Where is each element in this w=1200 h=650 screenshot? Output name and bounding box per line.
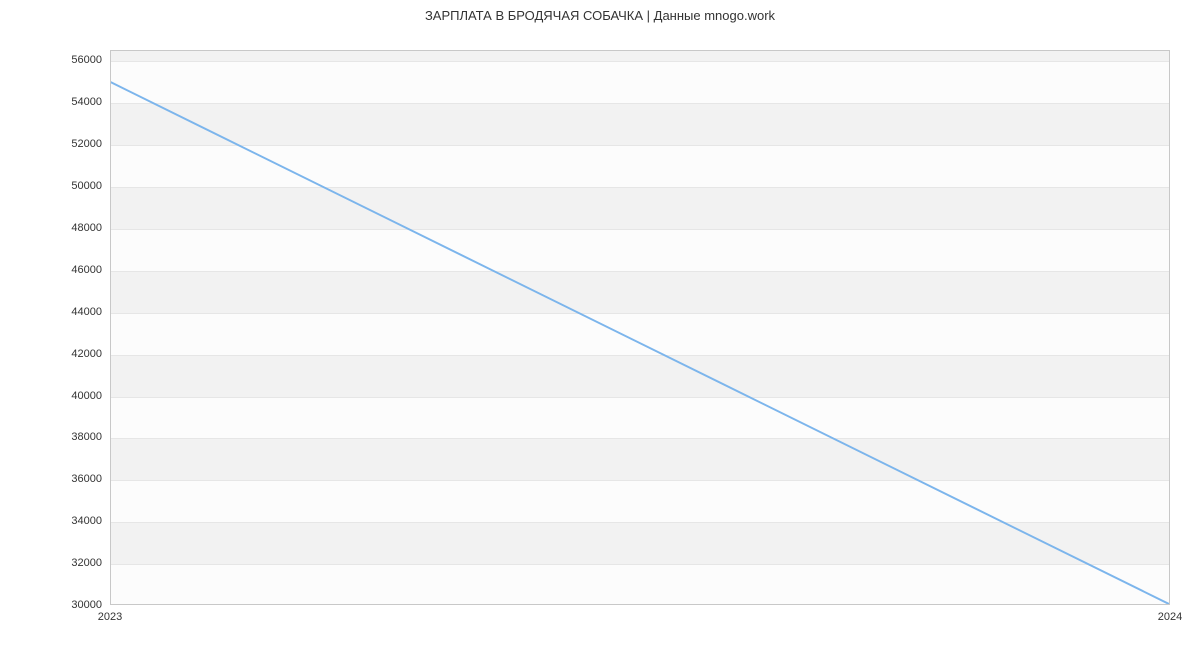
chart-title: ЗАРПЛАТА В БРОДЯЧАЯ СОБАЧКА | Данные mno… — [0, 8, 1200, 23]
y-tick-label: 56000 — [71, 54, 102, 66]
y-tick-label: 54000 — [71, 96, 102, 108]
y-tick-label: 46000 — [71, 264, 102, 276]
series-line — [111, 82, 1169, 604]
x-tick-label: 2024 — [1158, 611, 1182, 623]
y-tick-label: 42000 — [71, 348, 102, 360]
line-series-svg — [111, 51, 1169, 604]
y-tick-label: 34000 — [71, 515, 102, 527]
y-tick-label: 38000 — [71, 431, 102, 443]
y-tick-label: 30000 — [71, 599, 102, 611]
chart-container: ЗАРПЛАТА В БРОДЯЧАЯ СОБАЧКА | Данные mno… — [0, 0, 1200, 650]
y-tick-label: 32000 — [71, 557, 102, 569]
y-tick-label: 48000 — [71, 222, 102, 234]
x-tick-label: 2023 — [98, 611, 122, 623]
y-tick-label: 36000 — [71, 473, 102, 485]
plot-area — [110, 50, 1170, 605]
y-tick-label: 44000 — [71, 306, 102, 318]
y-tick-label: 50000 — [71, 180, 102, 192]
y-tick-label: 40000 — [71, 390, 102, 402]
y-tick-label: 52000 — [71, 138, 102, 150]
